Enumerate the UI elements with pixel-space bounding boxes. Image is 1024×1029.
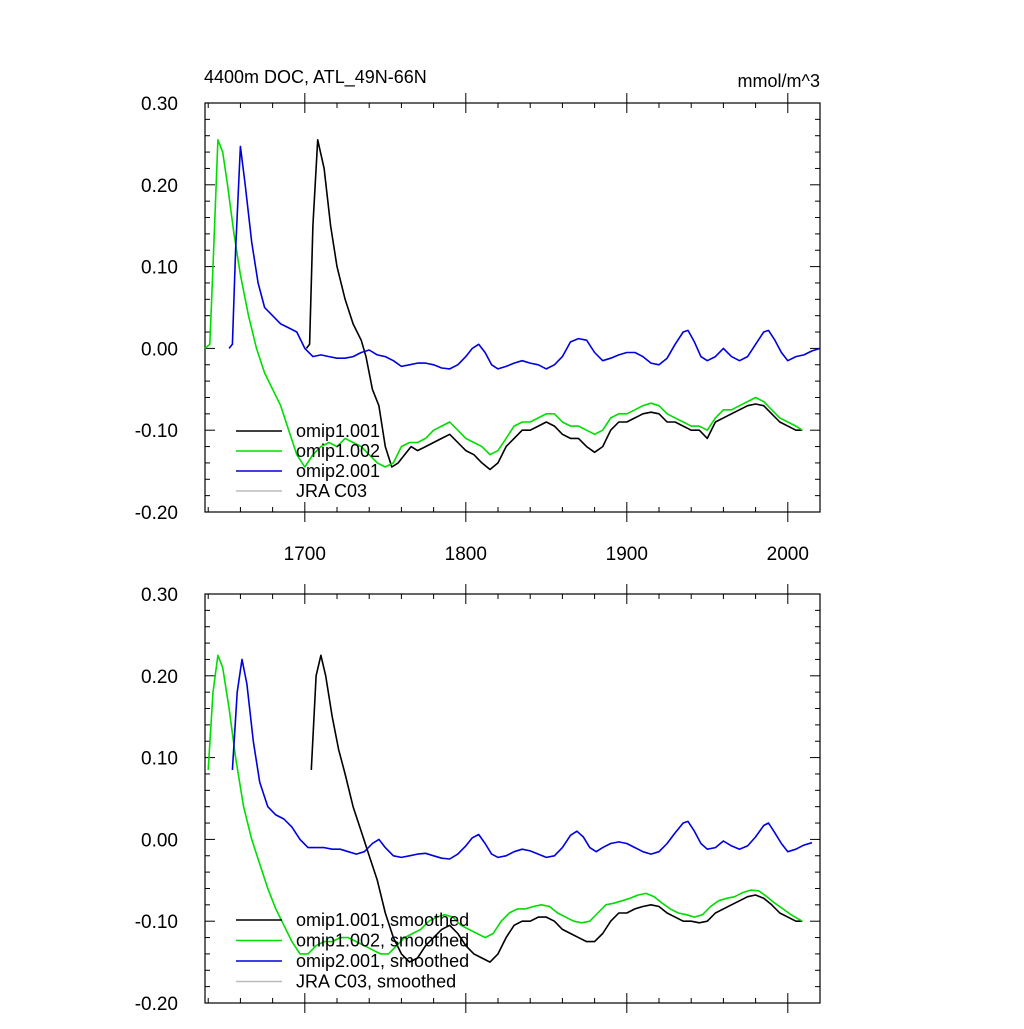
y-tick-label: 0.10 <box>141 258 178 279</box>
y-tick-label: 0.30 <box>141 585 178 606</box>
x-tick-label: 1900 <box>606 544 648 565</box>
y-tick-label: -0.10 <box>135 421 178 442</box>
y-tick-label: 0.10 <box>141 749 178 770</box>
legend-label: omip2.001 <box>296 461 380 481</box>
top-panel: 4400m DOC, ATL_49N-66N mmol/m^3 -0.20 -0.… <box>135 67 821 565</box>
series-line-omip1-002-smoothed <box>207 654 803 955</box>
y-tick-label: -0.20 <box>135 503 178 524</box>
bottom-panel: -0.20 -0.10 0.00 0.10 0.20 0.30 omip1.001, smo… <box>135 584 821 1015</box>
series-line-omip1-002 <box>204 139 803 468</box>
legend-label: omip1.001, smoothed <box>296 910 469 930</box>
chart-title: 4400m DOC, ATL_49N-66N <box>204 67 427 88</box>
x-tick-label: 1800 <box>445 544 487 565</box>
legend-label: omip2.001, smoothed <box>296 951 469 971</box>
legend-label: omip1.001 <box>296 421 380 441</box>
y-tick-label: 0.20 <box>141 176 178 197</box>
legend-label: JRA C03, smoothed <box>296 972 456 992</box>
y-tick-label: -0.10 <box>135 912 178 933</box>
y-tick-label: -0.20 <box>135 994 178 1015</box>
series-line-omip2-001 <box>228 145 821 370</box>
plot-frame <box>204 593 821 1004</box>
legend-label: omip1.002 <box>296 441 380 461</box>
units-label: mmol/m^3 <box>738 71 820 91</box>
series-line-omip1-001-smoothed <box>310 654 803 963</box>
series-line-omip2-001-smoothed <box>231 658 813 860</box>
series-line-omip1-001 <box>305 139 803 471</box>
x-tick-label: 1700 <box>284 544 326 565</box>
legend-label: omip1.002, smoothed <box>296 931 469 951</box>
y-tick-label: 0.20 <box>141 667 178 688</box>
legend-label: JRA C03 <box>296 481 367 501</box>
y-tick-label: 0.00 <box>141 339 178 360</box>
plot-frame <box>204 102 821 513</box>
y-tick-label: 0.00 <box>141 830 178 851</box>
y-tick-label: 0.30 <box>141 94 178 115</box>
x-tick-label: 2000 <box>767 544 809 565</box>
